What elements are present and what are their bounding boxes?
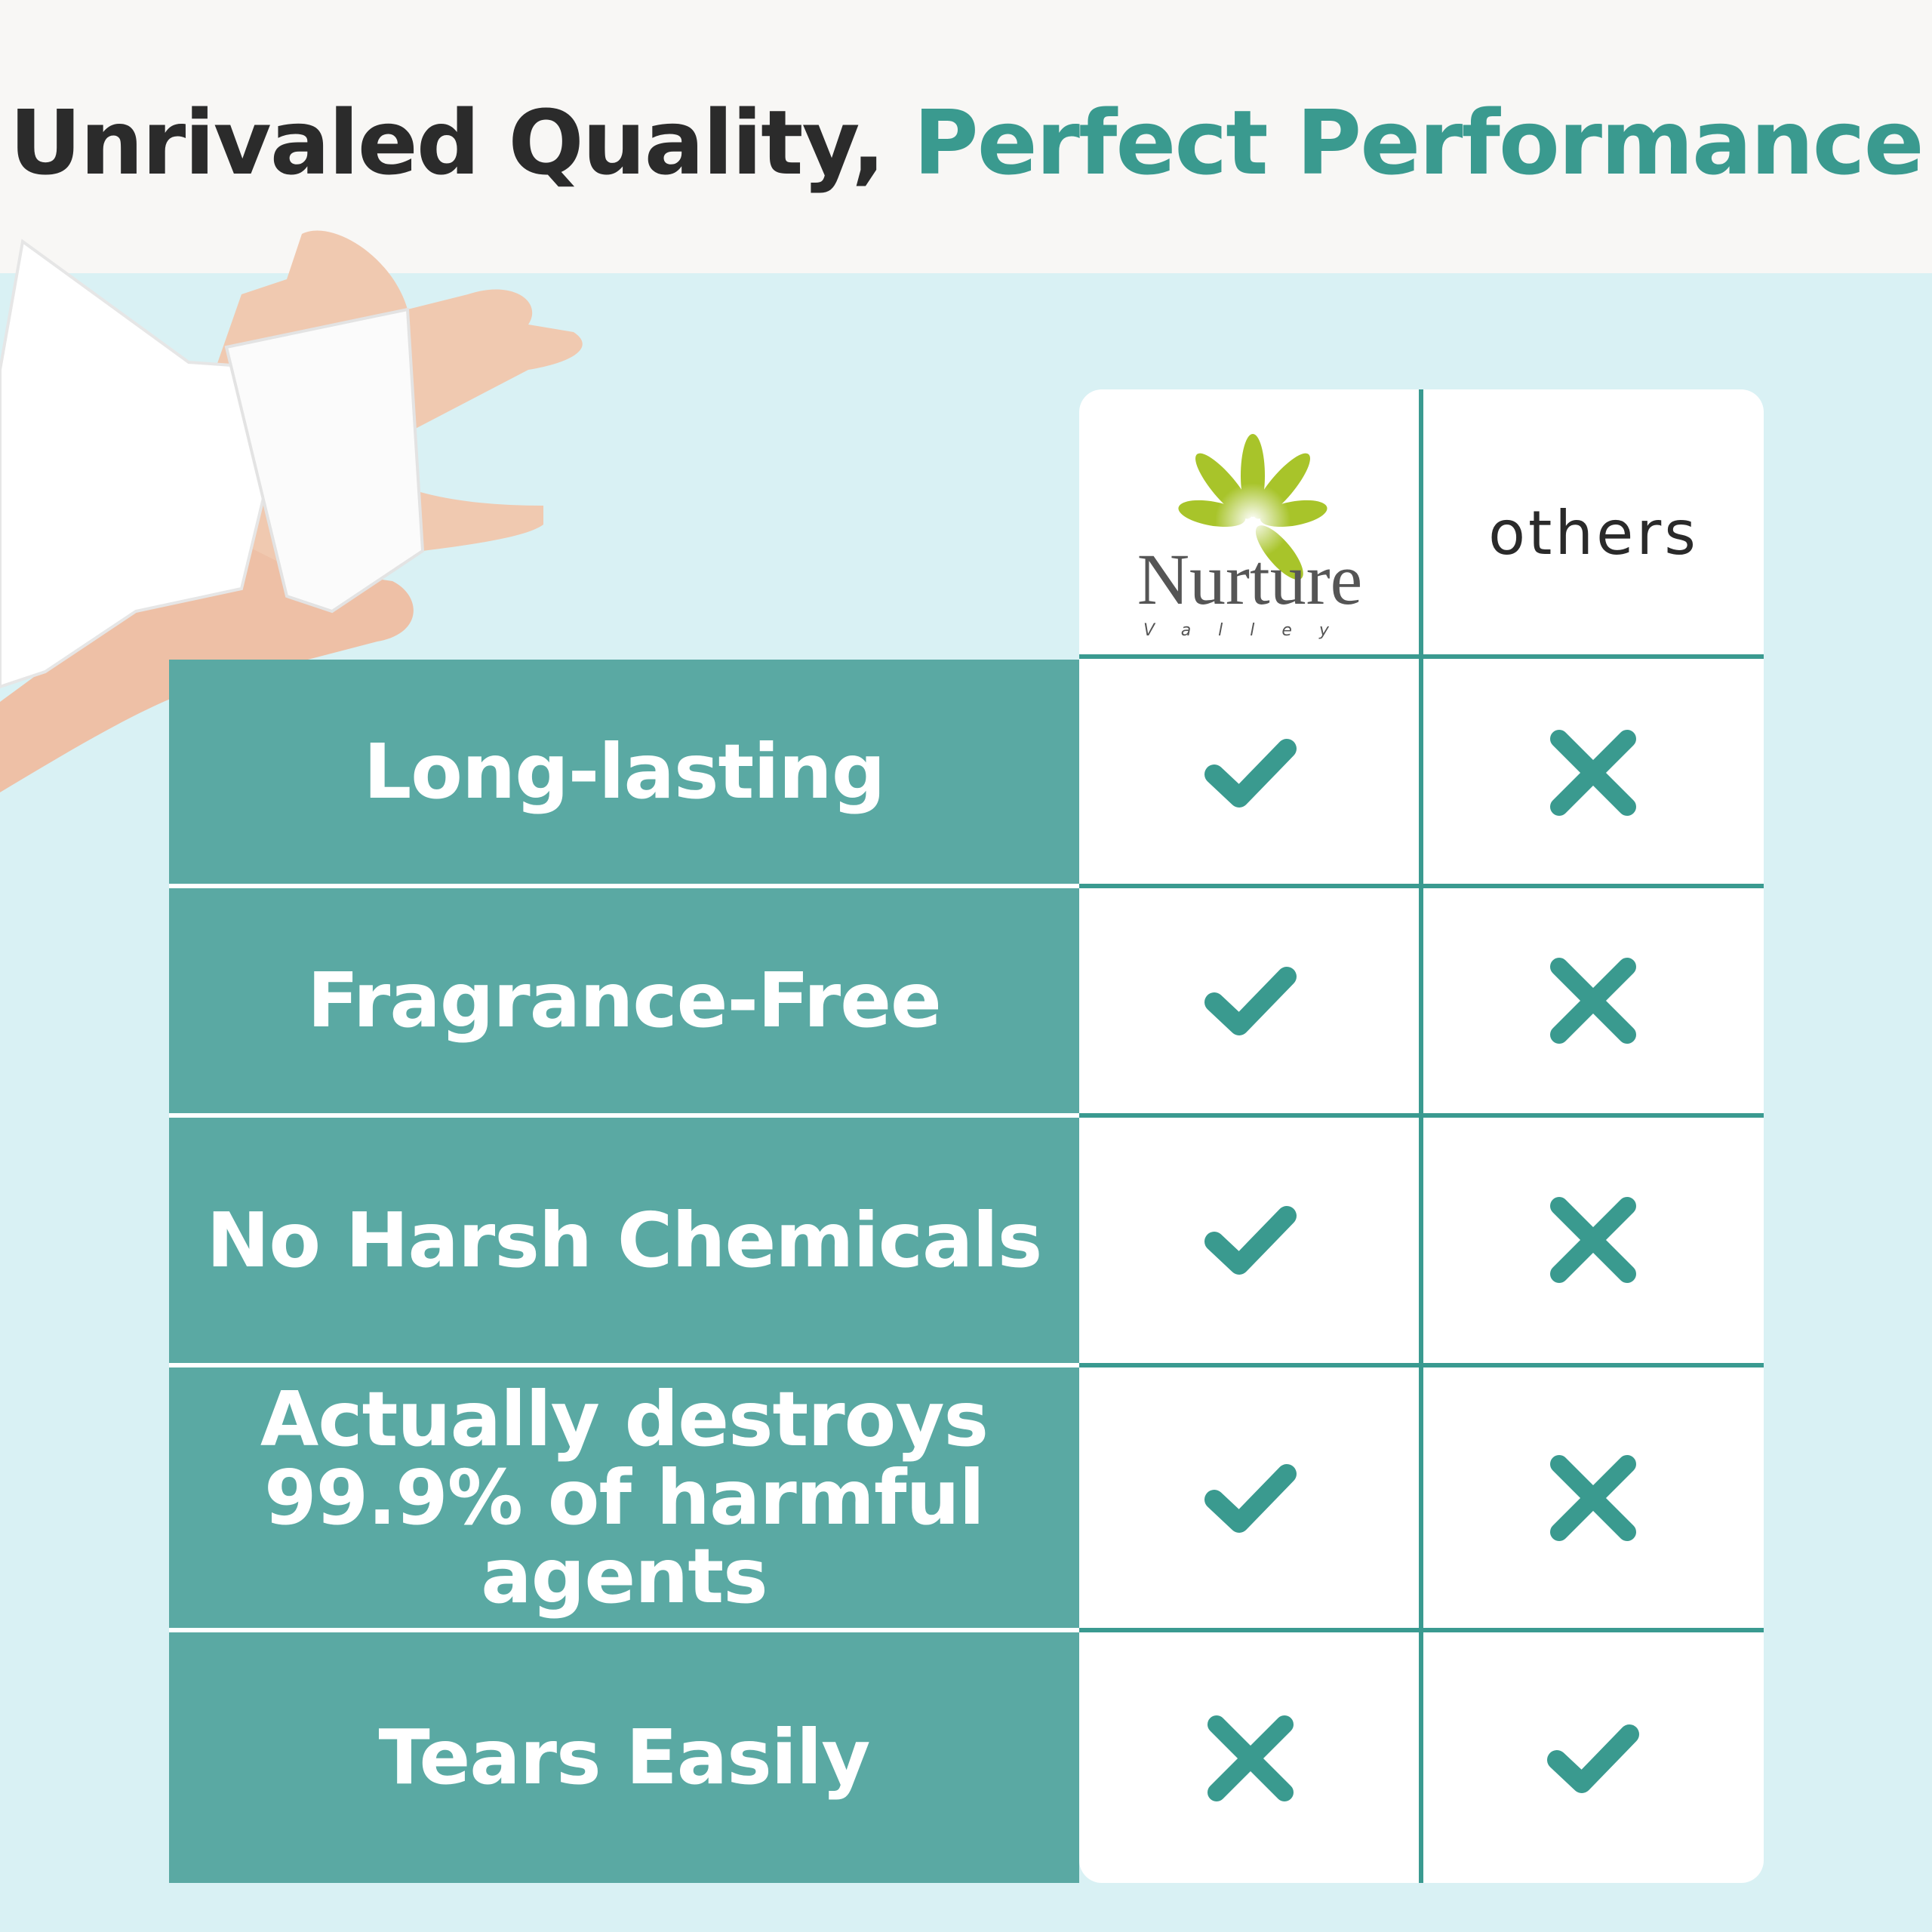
title-part-2: Perfect Performance — [913, 91, 1924, 195]
row-label: Fragrance-Free — [307, 956, 942, 1044]
cross-icon — [1550, 1455, 1636, 1541]
check-icon — [1204, 1206, 1297, 1275]
check-icon — [1204, 967, 1297, 1035]
row-label: Long-lasting — [363, 727, 886, 816]
label-divider — [169, 1363, 1079, 1367]
cross-icon — [1550, 730, 1636, 816]
row-label: No Harsh Chemicals — [206, 1195, 1043, 1284]
cross-icon — [1208, 1715, 1294, 1801]
cross-icon — [1550, 1197, 1636, 1283]
row-divider — [1079, 1628, 1764, 1632]
header-divider — [1079, 654, 1764, 659]
page-title: Unrivaled Quality, Perfect Performance — [0, 91, 1932, 195]
hands-wipe-photo — [0, 230, 583, 898]
label-divider — [169, 1113, 1079, 1118]
logo-subword: Valley — [1143, 621, 1356, 640]
logo-wordmark: Nurture — [1137, 539, 1363, 620]
row-divider — [1079, 1113, 1764, 1118]
nurture-valley-logo: Nurture Valley — [1137, 434, 1363, 640]
column-divider — [1419, 389, 1423, 1883]
row-label: Tears Easily — [378, 1713, 871, 1801]
row-label: Actually destroys 99.9% of harmful agent… — [260, 1374, 989, 1620]
check-icon — [1547, 1724, 1639, 1793]
label-divider — [169, 884, 1079, 888]
row-divider — [1079, 1363, 1764, 1367]
row-divider — [1079, 884, 1764, 888]
feature-label-panel — [169, 660, 1079, 1883]
check-icon — [1204, 1464, 1297, 1533]
check-icon — [1204, 739, 1297, 808]
label-divider — [169, 1628, 1079, 1632]
title-part-1: Unrivaled Quality, — [9, 91, 885, 195]
others-column-header: others — [1488, 498, 1699, 568]
cross-icon — [1550, 958, 1636, 1044]
header-band — [0, 0, 1932, 273]
